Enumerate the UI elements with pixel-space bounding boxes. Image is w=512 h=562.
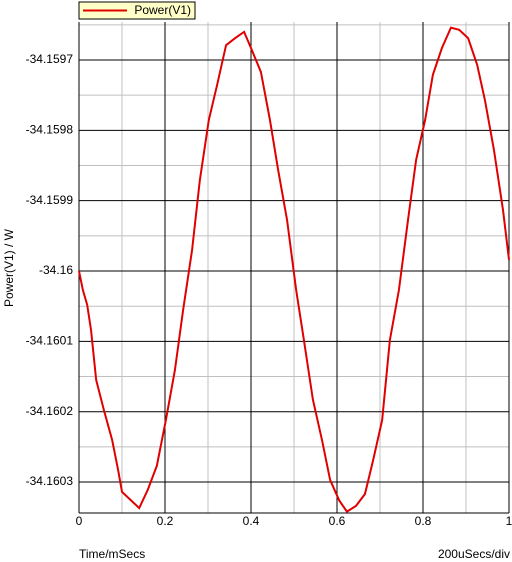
y-tick-label: -34.1597 [26,52,74,66]
x-tick-label: 1 [506,514,512,528]
y-tick-label: -34.1602 [26,404,74,418]
y-tick-label: -34.1603 [26,474,74,488]
y-tick-label: -34.1598 [26,123,74,137]
y-tick-label: -34.1599 [26,193,74,207]
x-tick-label: 0.6 [329,514,346,528]
x-tick-label: 0.2 [157,514,174,528]
x-division-label: 200uSecs/div [438,547,510,561]
x-tick-label: 0 [76,514,83,528]
y-tick-label: -34.16 [39,263,73,277]
data-line [78,26,510,513]
x-tick-label: 0.8 [415,514,432,528]
y-axis-label: Power(V1) / W [2,228,16,307]
x-axis-label: Time/mSecs [79,547,145,561]
x-tick-label: 0.4 [243,514,260,528]
legend-box [78,1,196,20]
y-tick-label: -34.1601 [26,334,74,348]
legend-label: Power(V1) [134,3,191,17]
